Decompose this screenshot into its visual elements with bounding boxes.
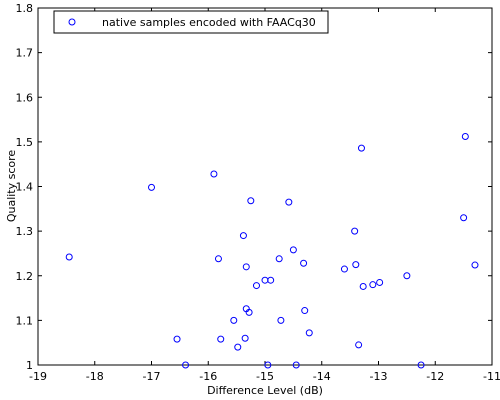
scatter-point — [352, 261, 360, 269]
scatter-point — [305, 329, 313, 337]
legend-label: native samples encoded with FAACq30 — [102, 16, 316, 29]
scatter-point — [285, 198, 293, 206]
scatter-point — [277, 316, 285, 324]
legend-box — [53, 10, 329, 34]
scatter-point — [239, 232, 247, 240]
scatter-point — [210, 170, 218, 178]
x-tick-label: -12 — [426, 370, 444, 383]
data-points — [65, 133, 479, 369]
scatter-point — [403, 272, 411, 280]
scatter-point — [355, 341, 363, 349]
y-tick-label: 1 — [26, 359, 33, 372]
y-axis-title: Quality score — [5, 150, 18, 223]
scatter-point — [357, 144, 365, 152]
scatter-point — [65, 253, 73, 261]
scatter-point — [148, 183, 155, 191]
legend: native samples encoded with FAACq30 — [53, 10, 329, 34]
x-tick-label: -11 — [483, 370, 500, 383]
scatter-point — [461, 133, 469, 141]
x-tick-label: -14 — [313, 370, 331, 383]
x-tick-label: -18 — [86, 370, 104, 383]
y-tick-label: 1.4 — [16, 181, 34, 194]
y-tick-label: 1.7 — [16, 47, 34, 60]
scatter-point — [300, 259, 308, 267]
scatter-point — [292, 361, 300, 369]
y-tick-label: 1.8 — [16, 2, 34, 15]
axis-ticks: -19 -18 -17 -16 -15 -14 -13 -12 -11 1 1.1 1.2 1.3 1.4… — [16, 2, 500, 383]
scatter-point — [417, 361, 425, 369]
scatter-point — [471, 261, 479, 269]
scatter-point — [247, 197, 255, 205]
y-tick-label: 1.1 — [16, 314, 34, 327]
scatter-point — [376, 278, 384, 286]
scatter-point — [267, 276, 275, 284]
scatter-point — [264, 361, 272, 369]
scatter-point — [173, 335, 181, 343]
scatter-point — [301, 307, 309, 315]
scatter-point — [275, 255, 283, 263]
plot-area — [37, 7, 493, 366]
x-tick-label: -19 — [29, 370, 47, 383]
scatter-point — [241, 334, 249, 342]
scatter-point — [182, 361, 190, 369]
scatter-point — [369, 281, 377, 289]
scatter-point — [289, 246, 297, 254]
x-tick-label: -15 — [256, 370, 274, 383]
x-tick-label: -16 — [199, 370, 217, 383]
y-tick-label: 1.6 — [16, 91, 34, 104]
scatter-point — [460, 214, 468, 222]
scatter-point — [359, 282, 367, 290]
scatter-point — [217, 335, 225, 343]
scatter-point — [230, 316, 238, 324]
scatter-point — [214, 255, 222, 263]
x-axis-title: Difference Level (dB) — [207, 384, 323, 397]
scatter-point — [340, 265, 348, 273]
y-tick-label: 1.3 — [16, 225, 34, 238]
legend-marker — [68, 18, 76, 26]
y-tick-label: 1.5 — [16, 136, 34, 149]
scatter-point — [351, 227, 359, 235]
scatter-point — [234, 343, 242, 351]
x-tick-label: -17 — [143, 370, 161, 383]
y-tick-label: 1.2 — [16, 270, 34, 283]
scatter-point — [242, 263, 250, 271]
x-tick-label: -13 — [370, 370, 388, 383]
scatter-point — [252, 282, 260, 290]
scatter-point — [245, 308, 253, 316]
